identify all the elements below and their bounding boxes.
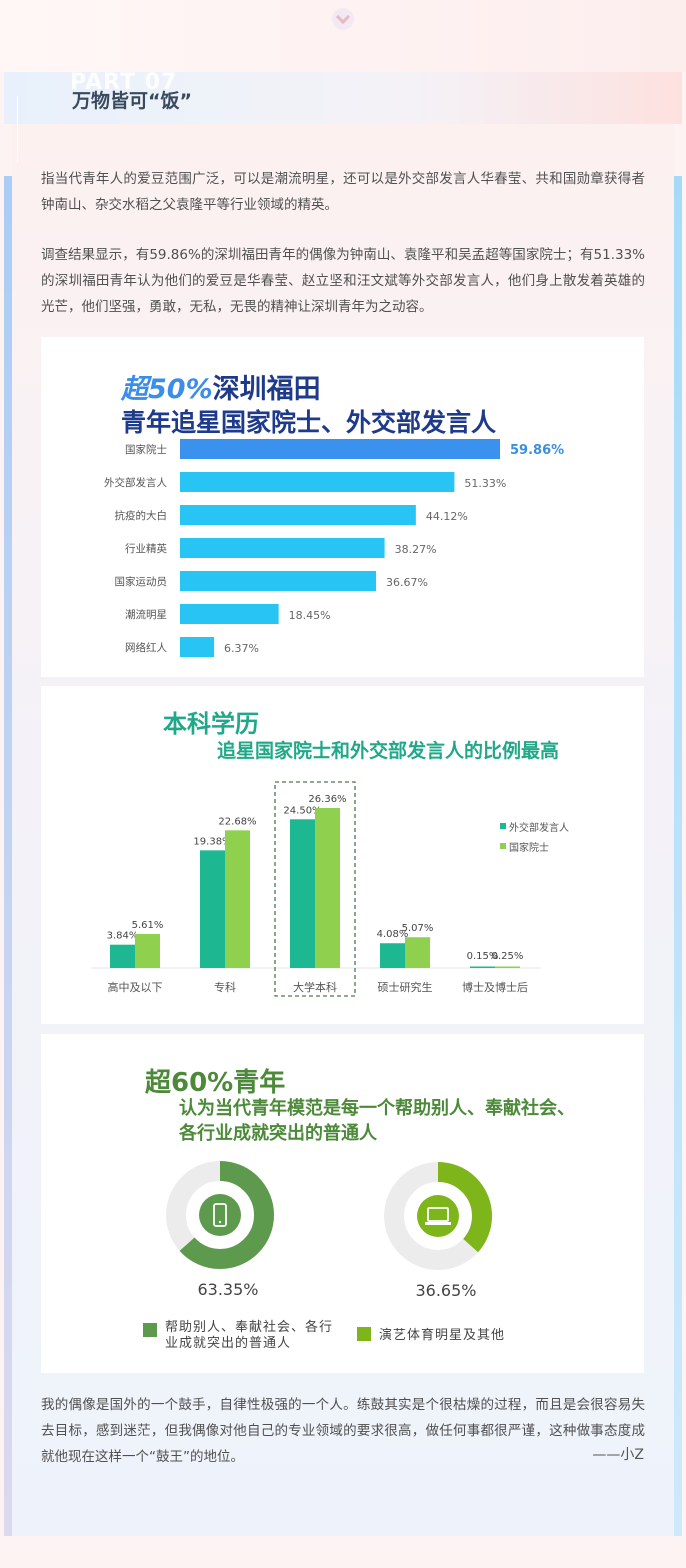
chart1-bar [180, 571, 377, 591]
chart1-bar [180, 439, 500, 459]
chart2-value-label: 26.36% [308, 794, 346, 805]
brand-logo-icon [332, 8, 354, 30]
chart1-value-label: 59.86% [510, 443, 564, 458]
chart2-svg: 3.84%5.61% 高中及以下 19.38% 22.68% 专科 24.50%26.36… [91, 781, 569, 997]
chart2-bar [290, 819, 315, 968]
chart1-category-label: 抗疫的大白 [115, 509, 168, 522]
chart3-value-label: 63.35% [197, 1280, 258, 1299]
chart2-value-label: 22.68% [218, 816, 256, 827]
chart2-bar [405, 937, 430, 968]
chart2-bar [200, 850, 225, 968]
chart1-bar [180, 604, 279, 624]
chart3-svg: 63.35% 36.65% [166, 1161, 492, 1300]
quote-signature: ——小Z [592, 1447, 644, 1463]
chart3-donut-arc [166, 1161, 274, 1269]
chart-card-idol-type: 超50%深圳福田 青年追星国家院士、外交部发言人 国家院士 59.86% 外交部发言… [41, 337, 644, 677]
chart2-title: 本科学历 [163, 710, 259, 738]
chart1-title: 超50%深圳福田 [121, 367, 321, 406]
chart3-legend-item-1: 帮助别人、奉献社会、各行业成就突出的普通人 [143, 1320, 333, 1352]
chart3-icon-badge [199, 1194, 241, 1236]
chart1-bar [180, 472, 455, 492]
smartphone-icon [213, 1203, 227, 1227]
chart2-bar [135, 933, 160, 968]
chart1-value-label: 38.27% [395, 543, 437, 556]
smartphone-body [213, 1203, 227, 1227]
chart1-value-label: 36.67% [386, 576, 428, 589]
chart3-donut-arc [384, 1162, 492, 1270]
chart2-value-label: 0.15% [467, 951, 499, 962]
chart2-legend-swatch [500, 823, 506, 829]
laptop-screen [427, 1207, 449, 1222]
chart1-value-label: 44.12% [426, 510, 468, 523]
chart1-category-label: 行业精英 [125, 542, 167, 555]
chart2-bar [315, 808, 340, 968]
chart1-category-label: 国家院士 [125, 443, 167, 456]
chart3-legend-label-2: 演艺体育明星及其他 [379, 1328, 506, 1343]
chart2-category-label: 高中及以下 [108, 980, 163, 994]
intro-paragraph-1: 指当代青年人的爱豆范围广泛，可以是潮流明星，还可以是外交部发言人华春莹、共和国勋… [41, 171, 645, 213]
chart3-icon-badge [417, 1195, 459, 1237]
chart2-category-label: 硕士研究生 [378, 980, 433, 994]
part-banner [4, 72, 682, 124]
chart2-bar [225, 830, 250, 968]
chart3-legend-item-2: 演艺体育明星及其他 [357, 1324, 557, 1343]
intro-paragraph-2: 调查结果显示，有59.86%的深圳福田青年的偶像为钟南山、袁隆平和吴孟超等国家院… [41, 247, 645, 315]
part-label: PART 07 [70, 70, 178, 95]
chart2-value-label: 24.50% [283, 805, 321, 816]
chart2-value-label: 5.07% [402, 923, 434, 934]
chart3-legend-swatch-1 [143, 1323, 157, 1337]
laptop-base [425, 1222, 451, 1225]
chart1-bar [180, 538, 385, 558]
chart1-subtitle: 青年追星国家院士、外交部发言人 [121, 408, 497, 437]
chart2-subtitle: 追星国家院士和外交部发言人的比例最高 [217, 740, 560, 762]
chart2-legend-label: 国家院士 [509, 841, 549, 854]
chart1-svg: 国家院士 59.86% 外交部发言人 51.33% 抗疫的大白 44.12% 行业精英 38.… [104, 439, 564, 657]
chart2-bar [380, 943, 405, 968]
chart3-subtitle: 认为当代青年模范是每一个帮助别人、奉献社会、各行业成就突出的普通人 [179, 1098, 575, 1144]
chart2-value-label: 4.08% [377, 929, 409, 940]
chart1-value-label: 51.33% [464, 477, 506, 490]
chart1-value-label: 18.45% [289, 609, 331, 622]
chart2-bar [495, 966, 520, 968]
chart1-category-label: 潮流明星 [125, 608, 167, 621]
chart1-bar [180, 637, 215, 657]
chart1-category-label: 国家运动员 [115, 575, 168, 588]
chart1-title-highlight: 超50% [121, 374, 213, 405]
chart3-legend-swatch-2 [357, 1327, 371, 1341]
chart2-value-label: 0.25% [492, 951, 524, 962]
chart1-bar [180, 505, 416, 525]
chart-card-role-models: 超60%青年 认为当代青年模范是每一个帮助别人、奉献社会、各行业成就突出的普通人… [41, 1034, 644, 1373]
banner-divider [17, 96, 18, 162]
chart2-value-label: 5.61% [132, 920, 164, 931]
chart2-category-label: 专科 [214, 980, 236, 994]
chart3-legend-label-1: 帮助别人、奉献社会、各行业成就突出的普通人 [165, 1320, 334, 1351]
smartphone-button [218, 1220, 222, 1224]
chart1-title-rest: 深圳福田 [212, 374, 321, 405]
left-side-bar [4, 176, 12, 1536]
part-title: 万物皆可“饭” [72, 90, 192, 112]
chart1-category-label: 网络红人 [125, 641, 167, 654]
chart2-legend-swatch [500, 843, 506, 849]
bottom-strip [0, 1536, 686, 1568]
chart2-value-label: 19.38% [193, 836, 231, 847]
chart2-bar [110, 944, 135, 968]
quote-paragraph: 我的偶像是国外的一个鼓手，自律性极强的一个人。练鼓其实是个很枯燥的过程，而且是会… [41, 1397, 645, 1465]
chart2-category-label: 大学本科 [293, 980, 337, 994]
chart1-value-label: 6.37% [224, 642, 259, 655]
chart2-bar [470, 966, 495, 968]
chart2-legend-label: 外交部发言人 [509, 821, 569, 834]
chart3-value-label: 36.65% [415, 1281, 476, 1300]
right-side-bar [674, 176, 682, 1536]
chart1-category-label: 外交部发言人 [104, 476, 167, 489]
chart2-category-label: 博士及博士后 [462, 981, 528, 994]
chart2-value-label: 3.84% [107, 931, 139, 942]
chart-card-education: 本科学历 追星国家院士和外交部发言人的比例最高 3.84% 5.61% 高中及以下 1… [41, 686, 644, 1024]
chart3-title: 超60%青年 [145, 1068, 286, 1098]
laptop-icon [425, 1207, 451, 1225]
